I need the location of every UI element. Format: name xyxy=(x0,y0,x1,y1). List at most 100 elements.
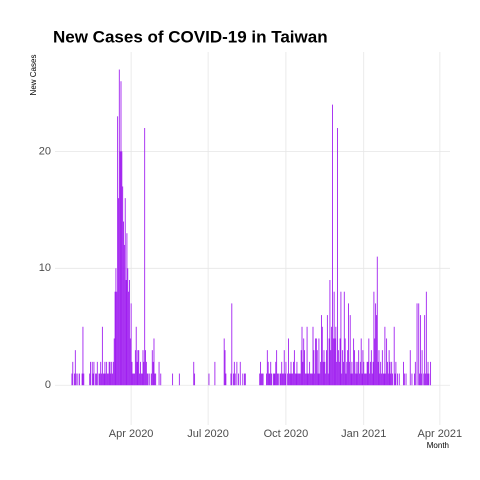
bar xyxy=(82,326,84,386)
bar xyxy=(372,361,374,386)
bar xyxy=(92,373,94,386)
bar xyxy=(145,361,147,386)
bar xyxy=(102,373,104,386)
bar xyxy=(341,373,343,386)
bar xyxy=(117,116,119,386)
bar xyxy=(158,361,160,386)
bar xyxy=(367,361,369,386)
bar xyxy=(299,373,301,386)
bar xyxy=(314,373,316,386)
bar xyxy=(323,350,325,386)
bar xyxy=(324,361,326,386)
bar xyxy=(317,373,319,386)
bar xyxy=(397,373,399,386)
bar xyxy=(123,221,124,386)
bar xyxy=(288,373,290,386)
bar xyxy=(331,326,333,386)
bar xyxy=(107,373,108,386)
bar xyxy=(369,373,371,386)
bar xyxy=(359,373,360,386)
bar xyxy=(382,373,384,386)
bar xyxy=(271,373,272,386)
bar xyxy=(300,350,302,386)
bar xyxy=(122,186,124,386)
bar xyxy=(242,373,244,386)
bar xyxy=(224,350,226,386)
bar xyxy=(334,338,336,386)
bar xyxy=(392,373,393,386)
bar xyxy=(305,373,307,386)
bar xyxy=(386,361,388,386)
bar xyxy=(370,350,372,386)
bar xyxy=(344,338,346,386)
bar xyxy=(145,350,146,386)
bar xyxy=(326,315,328,386)
bar xyxy=(74,350,76,386)
bar xyxy=(366,361,368,386)
bar xyxy=(134,350,136,386)
bar xyxy=(347,350,349,386)
bar xyxy=(261,373,263,386)
bar xyxy=(142,350,144,386)
bar xyxy=(90,361,91,386)
bar xyxy=(430,361,432,386)
bar xyxy=(311,373,313,386)
bar xyxy=(139,373,141,386)
bar xyxy=(293,361,294,386)
bar xyxy=(304,373,306,386)
bar xyxy=(93,361,95,386)
bar xyxy=(272,373,274,386)
bar xyxy=(395,361,397,386)
bar xyxy=(337,128,338,386)
bar xyxy=(414,373,415,386)
bar xyxy=(310,373,312,386)
bar xyxy=(416,303,418,386)
bar xyxy=(332,104,333,386)
bar xyxy=(343,361,344,386)
bar xyxy=(425,291,427,386)
bar xyxy=(349,315,351,386)
bar xyxy=(321,315,322,386)
bar xyxy=(414,361,416,386)
bar xyxy=(316,350,318,386)
bar xyxy=(230,373,232,386)
bar xyxy=(377,361,379,386)
bar xyxy=(292,373,294,386)
bar xyxy=(353,350,355,386)
bar xyxy=(193,361,195,386)
bar xyxy=(118,69,120,386)
bar xyxy=(149,373,151,386)
bar xyxy=(386,338,388,386)
bar xyxy=(144,128,146,386)
bar xyxy=(277,373,279,386)
bar xyxy=(391,361,393,386)
bar xyxy=(132,373,134,386)
bar xyxy=(141,373,143,386)
bar xyxy=(348,303,349,386)
bar xyxy=(384,326,386,386)
bar xyxy=(354,373,356,386)
bar xyxy=(362,350,364,386)
bar xyxy=(419,373,421,386)
bar xyxy=(244,373,245,386)
bar xyxy=(296,361,298,386)
bar xyxy=(299,373,300,386)
bar xyxy=(343,291,345,386)
bar xyxy=(234,373,236,386)
bar xyxy=(381,373,382,386)
bar xyxy=(143,361,145,386)
bar xyxy=(126,233,128,386)
bar xyxy=(329,280,331,386)
bar xyxy=(306,326,308,386)
bar xyxy=(280,373,282,386)
bar xyxy=(319,373,321,386)
bar xyxy=(160,373,162,386)
bar xyxy=(138,350,140,386)
bar xyxy=(151,350,153,386)
bar xyxy=(290,361,292,386)
bar xyxy=(403,361,404,386)
bar xyxy=(236,361,238,386)
bar xyxy=(398,373,400,386)
bar xyxy=(418,303,420,386)
bar xyxy=(283,350,285,386)
